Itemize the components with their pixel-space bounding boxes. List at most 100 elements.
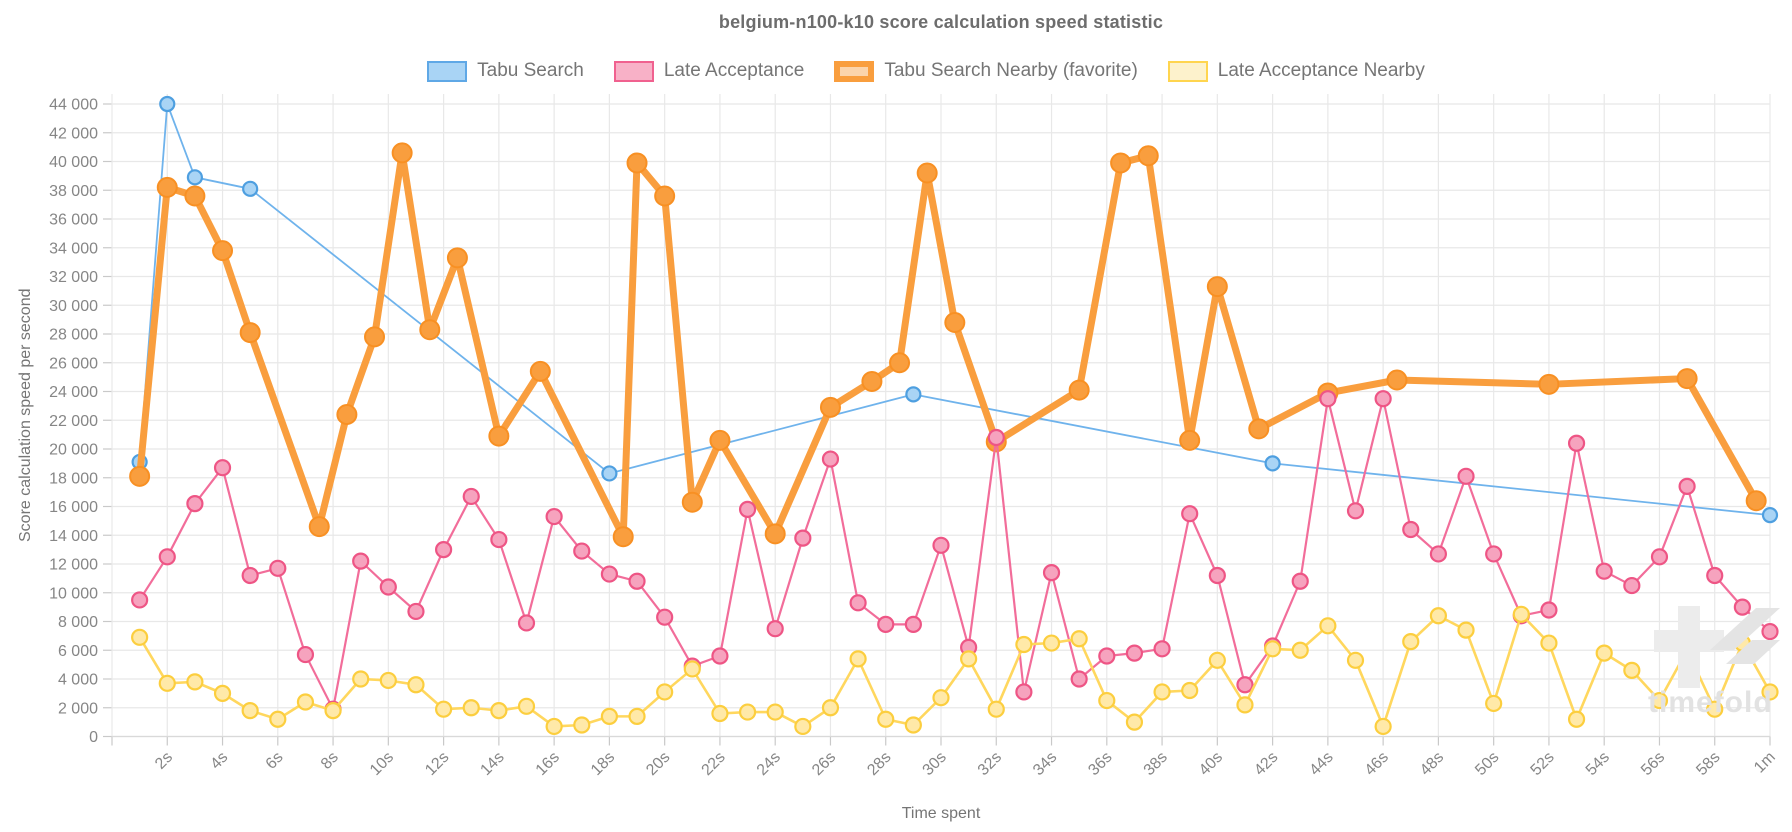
svg-text:4s: 4s — [207, 749, 231, 773]
data-point — [1512, 605, 1530, 623]
data-point — [1595, 562, 1613, 580]
data-point — [1538, 373, 1560, 395]
data-point — [1623, 576, 1641, 595]
svg-text:14s: 14s — [477, 749, 507, 779]
data-point — [600, 707, 619, 725]
svg-text:32s: 32s — [975, 749, 1005, 779]
data-point — [709, 429, 731, 451]
svg-text:48s: 48s — [1417, 749, 1447, 779]
data-point — [1485, 545, 1503, 563]
data-point — [213, 684, 232, 702]
data-point — [1208, 651, 1226, 669]
data-point — [1650, 691, 1669, 710]
data-point — [944, 312, 966, 333]
svg-text:40 000: 40 000 — [49, 154, 98, 171]
data-point — [656, 683, 674, 701]
data-point — [1068, 379, 1090, 401]
data-point — [683, 660, 701, 678]
svg-text:56s: 56s — [1638, 749, 1668, 779]
data-point — [1070, 670, 1088, 688]
svg-text:44 000: 44 000 — [49, 97, 98, 114]
x-axis-title: Time spent — [902, 805, 981, 822]
svg-text:34s: 34s — [1030, 749, 1060, 779]
svg-text:38 000: 38 000 — [49, 183, 98, 200]
legend-item-tabu-search-nearby-favorite: Tabu Search Nearby (favorite) — [834, 60, 1138, 82]
data-point — [819, 396, 841, 418]
data-point — [1181, 681, 1199, 700]
data-point — [1153, 640, 1171, 658]
data-point — [905, 386, 922, 403]
data-point — [158, 674, 176, 692]
legend-swatch — [427, 60, 468, 82]
data-point — [1042, 634, 1061, 652]
data-point — [1153, 683, 1171, 701]
data-point — [186, 673, 204, 691]
data-point — [269, 559, 287, 577]
data-point — [794, 717, 812, 736]
data-point — [1386, 369, 1408, 391]
svg-text:4 000: 4 000 — [58, 672, 98, 689]
svg-text:34 000: 34 000 — [49, 240, 98, 257]
data-point — [1402, 520, 1420, 539]
data-point — [336, 404, 358, 425]
data-point — [1346, 502, 1365, 520]
data-point — [1098, 691, 1116, 710]
data-point — [186, 169, 203, 186]
data-point — [1761, 507, 1779, 524]
data-point — [766, 620, 784, 638]
data-point — [379, 671, 397, 690]
svg-text:22s: 22s — [698, 749, 728, 779]
legend-swatch — [613, 60, 654, 82]
data-point — [1429, 607, 1448, 625]
data-point — [960, 650, 978, 668]
svg-text:36 000: 36 000 — [49, 212, 98, 229]
svg-text:6s: 6s — [263, 749, 287, 773]
data-point — [1761, 622, 1779, 641]
svg-text:24s: 24s — [754, 749, 784, 779]
legend-swatch — [1167, 60, 1208, 82]
data-point — [877, 710, 895, 728]
svg-text:20s: 20s — [643, 749, 673, 779]
svg-text:24 000: 24 000 — [49, 384, 98, 401]
series-tabu-search-nearby-favorite — [129, 142, 1767, 548]
data-point — [517, 697, 536, 715]
data-point — [1567, 710, 1586, 728]
svg-text:6 000: 6 000 — [58, 643, 98, 660]
x-axis-tick-labels: 2s 4s 6s 8s 10s 12s 14s 16s 18s 20s 22s 24s 26s 28s 30… — [152, 749, 1779, 779]
data-point — [1676, 368, 1698, 390]
legend-label: Late Acceptance — [663, 60, 805, 81]
data-point — [1346, 651, 1365, 669]
data-point — [462, 699, 480, 717]
svg-text:8s: 8s — [318, 749, 342, 773]
data-point — [904, 716, 922, 734]
data-point — [821, 699, 840, 717]
y-axis-title: Score calculation speed per second — [17, 289, 34, 543]
svg-text:30s: 30s — [920, 749, 950, 779]
data-point — [601, 465, 618, 482]
data-point — [488, 425, 510, 447]
data-point — [573, 542, 591, 560]
data-point — [821, 450, 840, 468]
svg-text:18 000: 18 000 — [49, 470, 98, 487]
data-point — [352, 552, 370, 570]
data-point — [241, 702, 259, 720]
data-point — [296, 645, 315, 664]
data-point — [419, 319, 441, 341]
data-point — [131, 628, 149, 646]
svg-text:16s: 16s — [533, 749, 563, 779]
svg-text:52s: 52s — [1527, 749, 1557, 779]
data-point — [1206, 276, 1228, 298]
data-point — [904, 615, 922, 633]
data-point — [1540, 634, 1558, 652]
data-point — [1706, 700, 1724, 718]
data-point — [269, 710, 287, 728]
chart-legend: Tabu Search Late Acceptance Tabu Search Ne… — [0, 60, 1792, 82]
data-point — [766, 703, 784, 721]
svg-text:1m: 1m — [1751, 749, 1779, 777]
svg-text:42s: 42s — [1251, 749, 1281, 779]
data-point — [129, 465, 151, 487]
svg-text:10s: 10s — [367, 749, 397, 779]
data-point — [932, 536, 950, 554]
svg-text:30 000: 30 000 — [49, 298, 98, 315]
data-point — [212, 240, 234, 262]
